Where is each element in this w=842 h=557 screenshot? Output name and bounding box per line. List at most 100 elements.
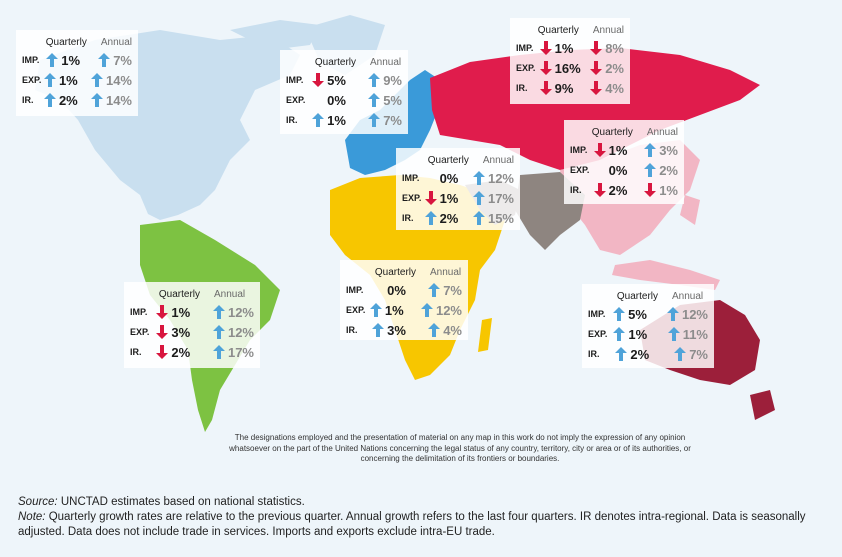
region-box-oceania: Quarterly Annual IMP. 5% 12% EXP. 1% 11% IR. 2% 7% — [582, 284, 714, 368]
quarterly-value-text: 9% — [554, 80, 574, 96]
annual-value-text: 7% — [383, 112, 402, 128]
quarterly-value: 5% — [312, 73, 368, 88]
box-header: Quarterly Annual — [402, 152, 514, 168]
annual-value: 12% — [666, 307, 708, 322]
row-label: IR. — [130, 347, 142, 357]
annual-value: 9% — [368, 73, 402, 88]
quarterly-value-text: 3% — [387, 322, 406, 338]
stat-row: EXP. 16% 2% — [516, 58, 624, 78]
quarterly-value: 0% — [312, 93, 368, 108]
annual-value: 2% — [590, 61, 624, 76]
quarterly-value: 1% — [312, 113, 368, 128]
annual-value: 3% — [644, 143, 678, 158]
stat-row: IR. 1% 7% — [286, 110, 402, 130]
region-box-europe: Quarterly Annual IMP. 5% 9% EXP. 0% 5% IR. 1% 7% — [280, 50, 408, 134]
annual-value-text: 7% — [689, 346, 708, 362]
annual-header: Annual — [672, 290, 704, 302]
stat-row: IR. 2% 7% — [588, 344, 708, 364]
region-box-north-america: Quarterly Annual IMP. 1% 7% EXP. 1% 14% IR. 2% 14% — [16, 30, 138, 116]
arrow-up-icon — [644, 143, 657, 157]
annual-value: 17% — [212, 344, 254, 360]
arrow-up-icon — [369, 303, 382, 317]
quarterly-value-text: 1% — [628, 326, 648, 342]
quarterly-value: 1% — [369, 303, 421, 318]
quarterly-value-text: 1% — [61, 52, 81, 68]
arrow-up-icon — [428, 283, 441, 297]
stat-row: IR. 9% 4% — [516, 78, 624, 98]
note-text: Quarterly growth rates are relative to t… — [18, 511, 806, 538]
arrow-down-icon — [593, 143, 606, 157]
row-label: IMP. — [588, 309, 606, 319]
arrow-up-icon — [368, 113, 381, 127]
quarterly-value-text: 5% — [327, 72, 346, 88]
quarterly-value: 1% — [424, 190, 473, 206]
quarterly-value-text: 0% — [327, 92, 346, 108]
arrow-up-icon — [312, 113, 325, 127]
arrow-down-icon — [539, 81, 552, 95]
arrow-up-icon — [613, 327, 626, 341]
arrow-up-icon — [43, 93, 56, 107]
annual-value: 5% — [368, 93, 402, 108]
stat-row: EXP. 1% 17% — [402, 188, 514, 208]
footer-notes: Source: UNCTAD estimates based on nation… — [18, 495, 838, 540]
row-label: EXP. — [588, 329, 608, 339]
annual-value-text: 9% — [383, 72, 402, 88]
annual-value-text: 2% — [659, 162, 678, 178]
quarterly-value-text: 2% — [171, 344, 191, 360]
box-header: Quarterly Annual — [588, 288, 708, 304]
quarterly-header: Quarterly — [537, 24, 579, 36]
quarterly-value-text: 1% — [554, 40, 574, 56]
row-label: IR. — [570, 185, 582, 195]
annual-value-text: 17% — [227, 344, 254, 360]
quarterly-value-text: 2% — [608, 182, 628, 198]
annual-value-text: 4% — [605, 80, 624, 96]
row-label: IR. — [22, 95, 34, 105]
annual-value-text: 2% — [605, 60, 624, 76]
arrow-up-icon — [90, 73, 103, 87]
row-label: IMP. — [516, 43, 534, 53]
quarterly-value: 2% — [615, 347, 674, 362]
stat-row: IR. 2% 1% — [570, 180, 678, 200]
quarterly-value-text: 1% — [439, 190, 459, 206]
row-label: IMP. — [130, 307, 148, 317]
arrow-up-icon — [212, 305, 225, 319]
annual-value-text: 7% — [443, 282, 462, 298]
quarterly-value: 0% — [594, 163, 645, 178]
quarterly-value: 0% — [372, 283, 428, 298]
annual-header: Annual — [592, 24, 624, 36]
arrow-down-icon — [539, 61, 552, 75]
arrow-up-icon — [424, 211, 437, 225]
annual-value: 14% — [90, 73, 132, 88]
quarterly-value-text: 5% — [628, 306, 647, 322]
quarterly-value-text: 1% — [608, 142, 628, 158]
annual-value: 2% — [644, 163, 678, 178]
arrow-up-icon — [674, 347, 687, 361]
row-label: IR. — [346, 325, 358, 335]
note-label: Note: — [18, 511, 46, 523]
arrow-up-icon — [613, 307, 626, 321]
row-label: EXP. — [22, 75, 42, 85]
annual-header: Annual — [430, 266, 462, 278]
row-label: EXP. — [346, 305, 366, 315]
arrow-up-icon — [372, 323, 385, 337]
quarterly-header: Quarterly — [591, 126, 633, 138]
arrow-down-icon — [312, 73, 325, 87]
arrow-down-icon — [590, 41, 603, 55]
annual-value: 12% — [212, 325, 254, 340]
box-header: Quarterly Annual — [570, 124, 678, 140]
source-label: Source: — [18, 496, 58, 508]
row-label: EXP. — [570, 165, 590, 175]
annual-value-text: 7% — [113, 52, 132, 68]
annual-value: 7% — [368, 113, 402, 128]
quarterly-value: 2% — [156, 345, 213, 360]
arrow-up-icon — [667, 327, 680, 341]
arrow-up-icon — [90, 93, 103, 107]
quarterly-value: 9% — [539, 80, 591, 96]
map-disclaimer: The designations employed and the presen… — [229, 433, 691, 463]
quarterly-header: Quarterly — [427, 154, 469, 166]
annual-value: 15% — [472, 211, 514, 226]
quarterly-header: Quarterly — [158, 288, 200, 300]
row-label: IR. — [588, 349, 600, 359]
annual-value: 4% — [590, 81, 624, 96]
annual-value-text: 12% — [435, 302, 462, 318]
